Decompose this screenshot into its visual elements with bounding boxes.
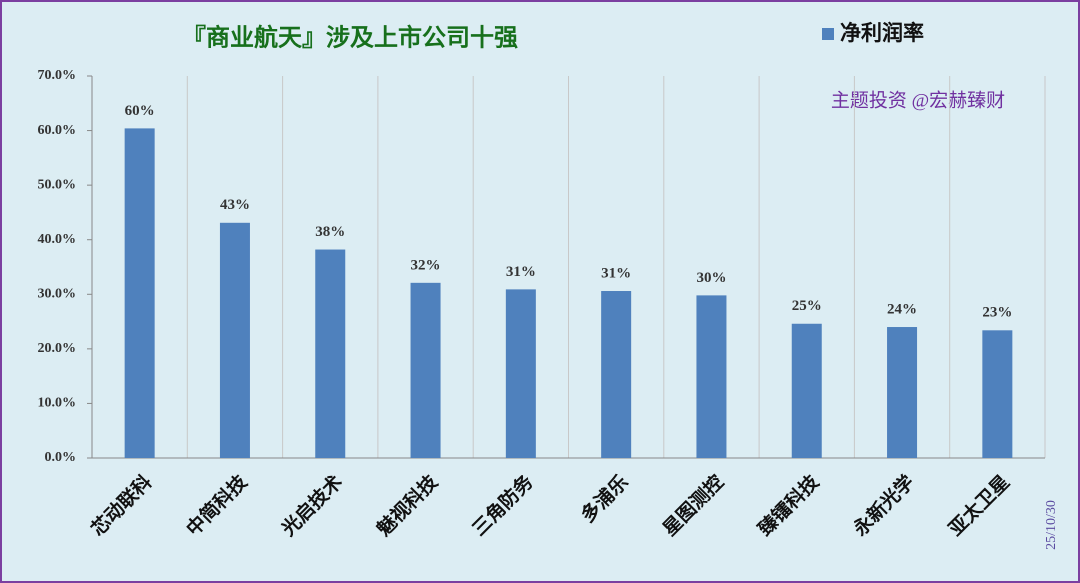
value-label: 32% (411, 257, 441, 273)
y-tick-label: 50.0% (38, 177, 77, 192)
y-tick-label: 0.0% (45, 450, 77, 465)
y-tick-label: 10.0% (38, 396, 77, 411)
value-label: 38% (315, 224, 345, 240)
value-label: 25% (792, 298, 822, 314)
y-tick-label: 30.0% (38, 287, 77, 302)
y-tick-label: 70.0% (38, 68, 77, 83)
value-label: 60% (125, 103, 155, 119)
y-tick-label: 60.0% (38, 123, 77, 138)
bar (601, 291, 632, 458)
legend-label: 净利润率 (840, 21, 924, 45)
annotation: 主题投资 @宏赫臻财 (831, 89, 1005, 111)
bar (219, 222, 250, 458)
bar (791, 323, 822, 458)
value-label: 23% (982, 305, 1012, 321)
bar (315, 249, 346, 458)
value-label: 31% (601, 265, 631, 281)
bar (410, 282, 441, 458)
bar (887, 327, 918, 458)
chart-title: 『商业航天』涉及上市公司十强 (182, 24, 518, 52)
bar (124, 128, 155, 459)
value-label: 30% (696, 270, 726, 286)
value-label: 43% (220, 197, 250, 213)
y-tick-label: 20.0% (38, 341, 77, 356)
bar (982, 330, 1013, 458)
bar (696, 295, 727, 458)
legend-swatch (822, 28, 834, 40)
value-label: 31% (506, 264, 536, 280)
bar (505, 289, 536, 458)
date: 25/10/30 (1044, 500, 1059, 550)
y-tick-label: 40.0% (38, 232, 77, 247)
value-label: 24% (887, 301, 917, 317)
